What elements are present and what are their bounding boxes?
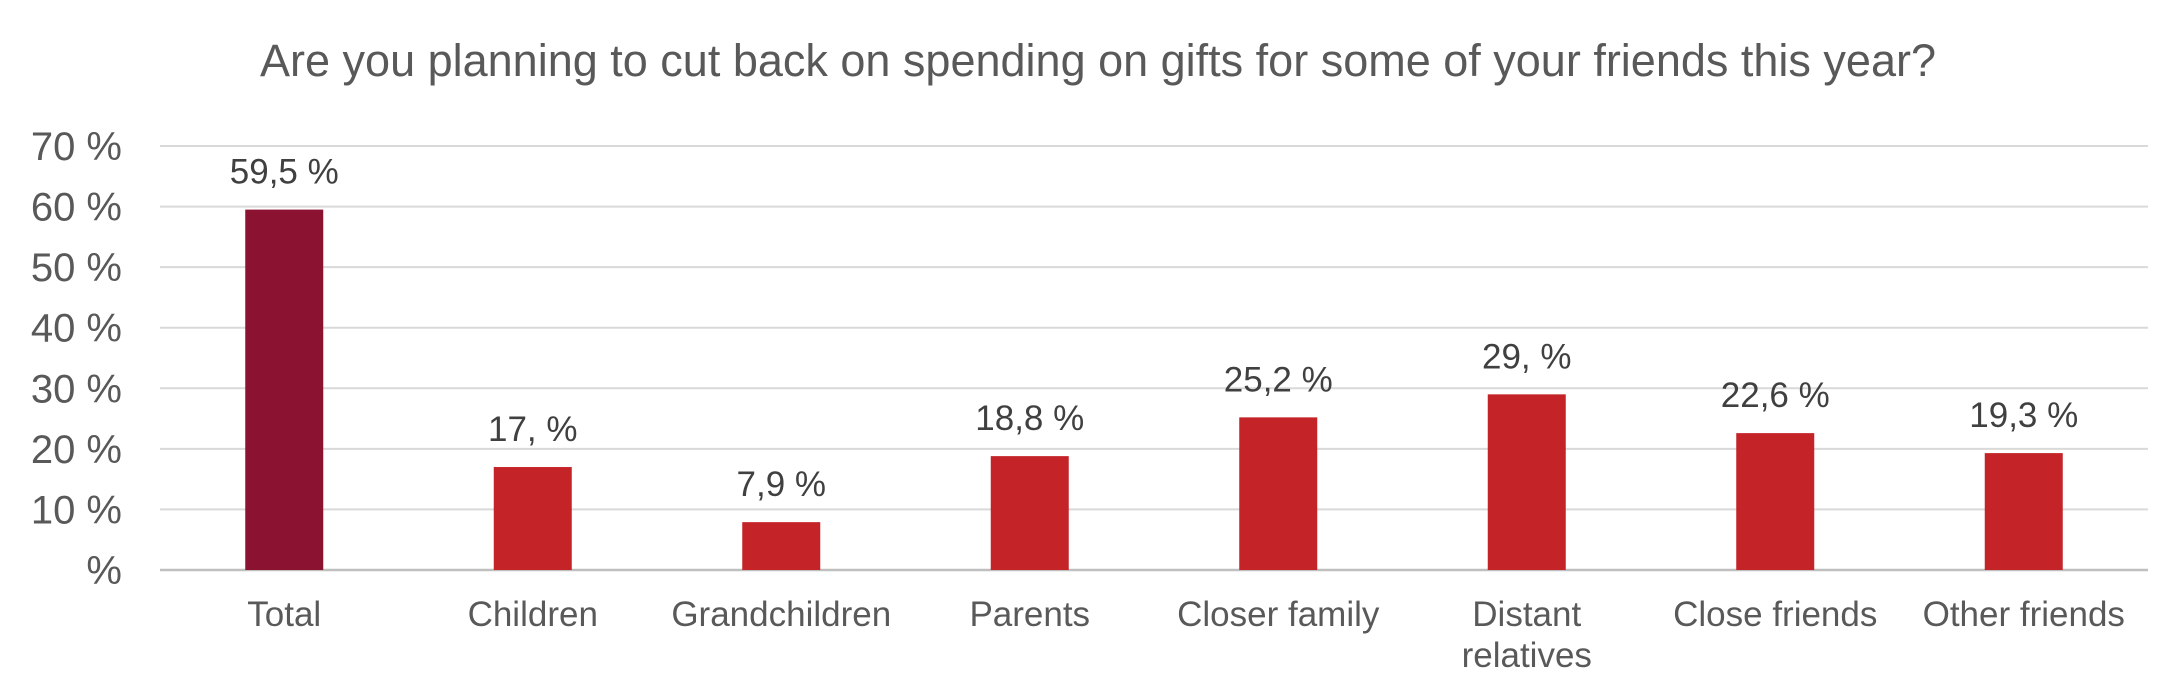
x-tick-label: Total xyxy=(247,595,321,634)
y-tick-label: 10 % xyxy=(31,488,122,532)
bar xyxy=(1984,453,2063,570)
bar xyxy=(1736,433,1815,570)
x-tick-label: Closer family xyxy=(1177,595,1380,634)
y-tick-label: 30 % xyxy=(31,367,122,411)
bar xyxy=(990,456,1069,570)
data-label: 22,6 % xyxy=(1721,376,1830,415)
chart-title: Are you planning to cut back on spending… xyxy=(260,35,1936,86)
data-label: 25,2 % xyxy=(1224,360,1333,399)
x-tick-label: Close friends xyxy=(1673,595,1877,634)
bar xyxy=(1239,417,1318,570)
y-axis-ticks: % 10 % 20 % 30 % 40 % 50 % 60 % 70 % xyxy=(31,125,122,593)
data-label: 29, % xyxy=(1482,337,1572,376)
y-tick-label: 20 % xyxy=(31,428,122,472)
bars xyxy=(245,209,2063,570)
data-label: 17, % xyxy=(488,410,578,449)
y-tick-label: 40 % xyxy=(31,307,122,351)
x-tick-label: Other friends xyxy=(1923,595,2125,634)
y-tick-label: 50 % xyxy=(31,246,122,290)
data-label: 7,9 % xyxy=(737,465,827,504)
x-tick-label: Children xyxy=(468,595,598,634)
data-label: 59,5 % xyxy=(230,153,339,192)
y-tick-label: 70 % xyxy=(31,125,122,169)
data-label: 19,3 % xyxy=(1969,396,2078,435)
bar xyxy=(245,209,324,570)
x-axis-ticks: Total Children Grandchildren Parents Closer … xyxy=(247,595,2125,675)
bar xyxy=(1487,394,1566,570)
gridlines xyxy=(160,145,2148,572)
bar xyxy=(742,522,821,570)
data-labels: 59,5 % 17, % 7,9 % 18,8 % 25,2 % 29, % 22,6 % 1… xyxy=(230,153,2078,505)
y-tick-label: 60 % xyxy=(31,186,122,230)
x-tick-label: Distant xyxy=(1472,595,1581,634)
x-tick-label: Grandchildren xyxy=(671,595,891,634)
x-tick-label: Parents xyxy=(969,595,1090,634)
bar xyxy=(493,467,572,570)
data-label: 18,8 % xyxy=(975,399,1084,438)
y-tick-label: % xyxy=(86,549,122,593)
x-tick-label: relatives xyxy=(1462,636,1592,675)
